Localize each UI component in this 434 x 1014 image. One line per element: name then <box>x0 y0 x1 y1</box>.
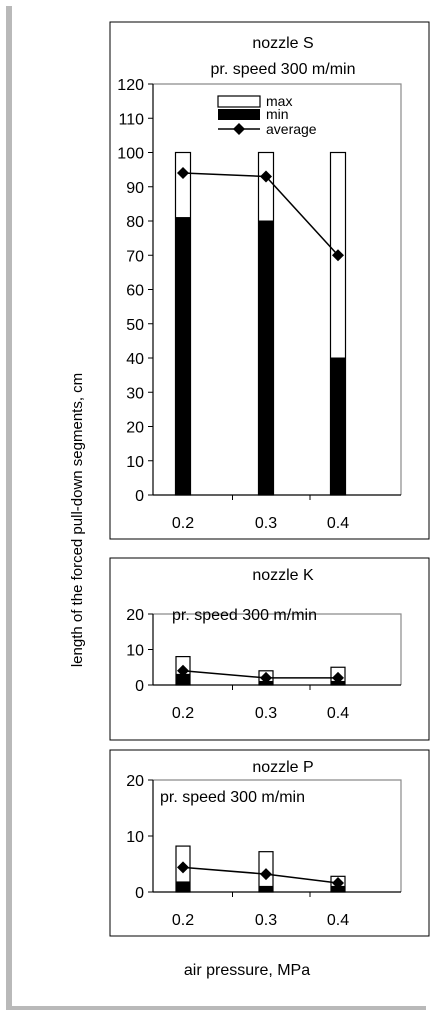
y-tick-label: 10 <box>126 454 144 471</box>
x-tick-label: 0.2 <box>172 705 194 722</box>
legend-swatch-max <box>217 95 261 108</box>
y-tick-label: 20 <box>126 773 144 790</box>
y-tick-label: 10 <box>126 829 144 846</box>
chart-subtitle: pr. speed 300 m/min <box>172 607 317 624</box>
y-tick-label: 0 <box>135 488 144 505</box>
legend-marker-average <box>233 123 245 135</box>
plot-area-frame <box>153 779 402 892</box>
y-tick-label: 0 <box>135 678 144 695</box>
y-tick-label: 10 <box>126 643 144 660</box>
average-marker <box>177 167 189 180</box>
bar-min <box>258 220 274 496</box>
x-tick-label: 0.4 <box>327 912 349 929</box>
y-tick-label: 20 <box>126 420 144 437</box>
x-tick-label: 0.4 <box>327 705 349 722</box>
bar-min <box>175 217 191 496</box>
bar-min <box>258 885 274 893</box>
average-marker <box>332 877 344 890</box>
plot-area-frame <box>153 613 402 685</box>
bar-min <box>330 357 346 496</box>
plot-area-frame <box>153 83 402 495</box>
y-tick-label: 100 <box>117 146 144 163</box>
y-tick-label: 90 <box>126 180 144 197</box>
y-tick-label: 120 <box>117 77 144 94</box>
chart-subtitle: pr. speed 300 m/min <box>211 61 356 78</box>
panel-border <box>109 749 430 937</box>
chart-panel-3: nozzle P pr. speed 300 m/min 0 10 20 0.2 0.3 0.… <box>109 749 430 937</box>
x-tick-label: 0.3 <box>255 515 277 532</box>
chart-panel-2: nozzle K pr. speed 300 m/min 0 10 20 0.2 0.3 0.… <box>109 557 430 741</box>
y-tick-label: 110 <box>118 111 144 128</box>
chart-panels: nozzle S pr. speed 300 m/min 0 10 20 30 40 50 60… <box>109 21 430 937</box>
shared-y-axis-label: length of the forced pull-down segments,… <box>69 373 86 667</box>
average-marker <box>260 671 272 684</box>
average-marker <box>332 249 344 262</box>
average-marker <box>177 664 189 677</box>
panel-border <box>109 557 430 741</box>
y-tick-label: 40 <box>126 351 144 368</box>
x-tick-label: 0.4 <box>327 515 349 532</box>
chart-subtitle: pr. speed 300 m/min <box>160 789 305 806</box>
x-tick-label: 0.3 <box>255 705 277 722</box>
legend-label-max: max <box>266 93 292 109</box>
legend-label-min: min <box>266 106 289 122</box>
chart-title: nozzle P <box>252 759 313 776</box>
chart-panel-1: nozzle S pr. speed 300 m/min 0 10 20 30 40 50 60… <box>109 21 430 540</box>
x-tick-label: 0.2 <box>172 912 194 929</box>
y-tick-label: 0 <box>135 885 144 902</box>
chart-title: nozzle S <box>252 35 313 52</box>
shared-x-axis-label: air pressure, MPa <box>184 962 310 979</box>
y-tick-label: 60 <box>126 283 144 300</box>
average-marker <box>260 868 272 881</box>
y-tick-label: 70 <box>126 248 144 265</box>
y-tick-label: 50 <box>126 317 144 334</box>
y-tick-label: 20 <box>126 607 144 624</box>
average-marker <box>260 170 272 183</box>
x-tick-label: 0.2 <box>172 515 194 532</box>
chart-title: nozzle K <box>252 567 314 584</box>
average-marker <box>332 671 344 684</box>
bar-min <box>175 881 191 893</box>
average-marker <box>177 861 189 874</box>
y-tick-label: 30 <box>126 385 144 402</box>
legend-label-average: average <box>266 121 317 137</box>
legend-swatch-min <box>218 109 260 120</box>
x-tick-label: 0.3 <box>255 912 277 929</box>
y-tick-label: 80 <box>126 214 144 231</box>
